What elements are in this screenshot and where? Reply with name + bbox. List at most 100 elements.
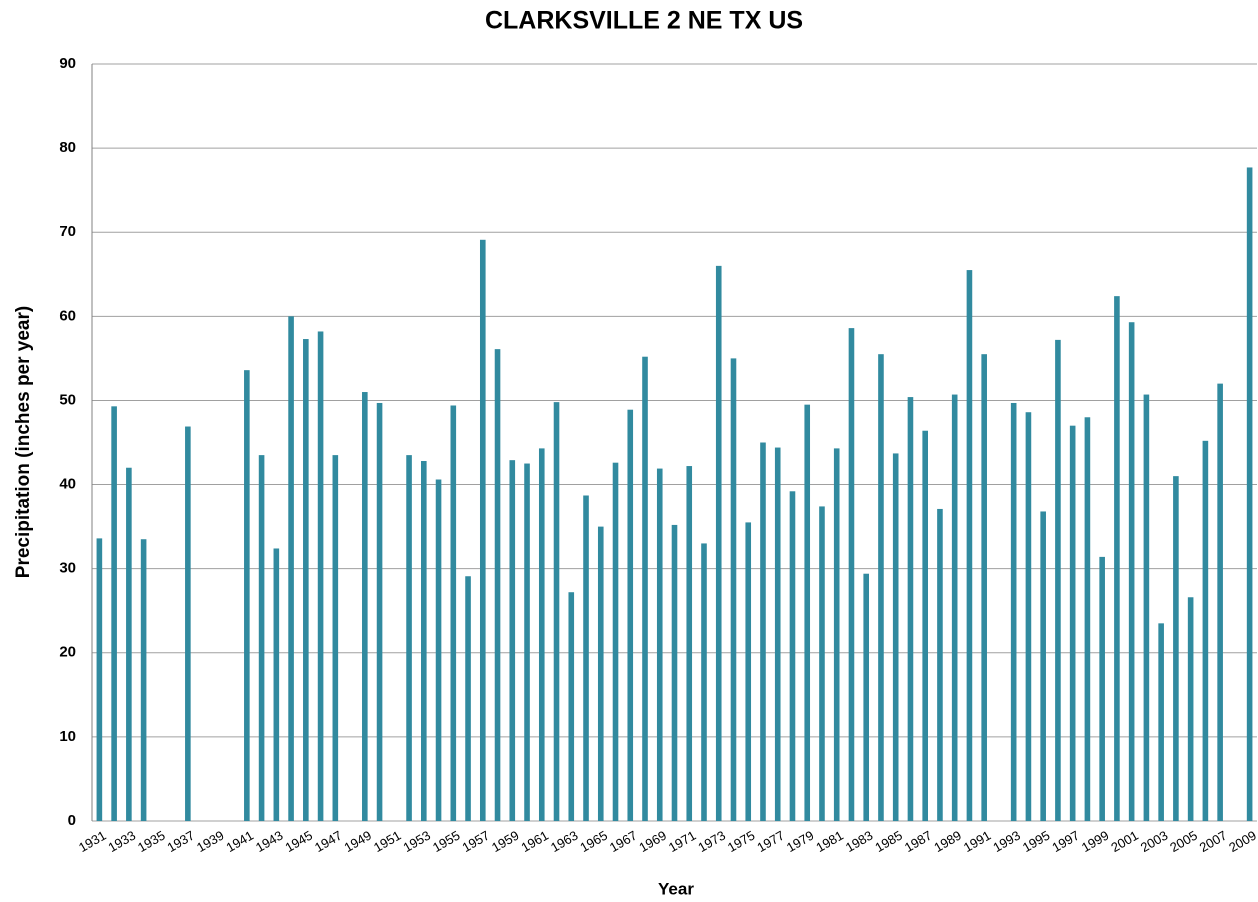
bar: [1246, 167, 1253, 821]
bar: [1025, 412, 1032, 821]
bar: [863, 573, 870, 821]
bar: [937, 508, 943, 821]
bar: [907, 397, 914, 821]
x-tick-label: 1931: [76, 828, 109, 855]
bar: [126, 467, 132, 821]
bar: [317, 331, 324, 821]
bar: [244, 370, 250, 821]
x-tick-label: 1997: [1049, 828, 1082, 855]
x-tick-label: 1993: [990, 828, 1023, 855]
bar: [583, 495, 589, 821]
bar: [774, 447, 781, 821]
bar: [450, 405, 457, 821]
bar: [96, 538, 103, 821]
bar: [627, 409, 634, 821]
bar: [568, 592, 575, 821]
x-tick-label: 1941: [224, 828, 257, 855]
x-tick-label: 1999: [1079, 828, 1112, 855]
bar: [111, 406, 117, 821]
bar: [479, 239, 486, 821]
bar: [1128, 322, 1135, 821]
x-tick-label: 1935: [135, 828, 168, 855]
x-tick-label: 1985: [872, 828, 905, 855]
x-tick-label: 1957: [459, 828, 492, 855]
bar: [789, 491, 796, 821]
bar: [1099, 556, 1105, 821]
x-tick-label: 1953: [400, 828, 433, 855]
bar: [288, 316, 294, 821]
x-tick-label: 1939: [194, 828, 227, 855]
bar: [981, 354, 987, 821]
x-tick-label: 1945: [283, 828, 316, 855]
bar: [1187, 597, 1194, 821]
bar: [435, 479, 442, 821]
bar: [671, 524, 678, 821]
bar: [1084, 417, 1091, 821]
bar: [465, 576, 471, 821]
x-tick-label: 1981: [813, 828, 846, 855]
bar: [1173, 476, 1179, 821]
bar: [745, 522, 752, 821]
bar: [730, 358, 737, 821]
bar: [848, 328, 855, 821]
bar: [273, 548, 280, 821]
x-tick-label: 1961: [518, 828, 551, 855]
bar: [1055, 339, 1061, 821]
bar: [1217, 383, 1223, 821]
y-tick-label: 90: [59, 55, 76, 72]
bar: [185, 426, 191, 821]
x-tick-label: 1973: [695, 828, 728, 855]
bar: [1040, 511, 1046, 821]
bar: [966, 270, 973, 821]
bar: [686, 466, 693, 821]
bar: [1010, 402, 1017, 821]
x-tick-label: 1951: [371, 828, 404, 855]
x-tick-label: 2001: [1108, 828, 1141, 855]
y-tick-label: 50: [59, 391, 76, 408]
x-tick-label: 1977: [754, 828, 787, 855]
x-tick-label: 2003: [1138, 828, 1171, 855]
x-tick-label: 1933: [106, 828, 139, 855]
bar: [376, 402, 383, 821]
bar: [878, 354, 884, 821]
x-tick-label: 2009: [1226, 828, 1258, 855]
bar: [494, 349, 501, 821]
x-tick-label: 1967: [607, 828, 640, 855]
x-tick-label: 2007: [1197, 828, 1230, 855]
bar: [509, 460, 516, 821]
y-tick-label: 0: [68, 812, 76, 829]
bar: [612, 462, 619, 821]
bar: [362, 392, 368, 821]
bar: [642, 356, 648, 821]
y-tick-label: 20: [59, 644, 76, 661]
bar: [1143, 394, 1150, 821]
bar: [760, 442, 766, 821]
y-axis-label: Precipitation (inches per year): [13, 306, 34, 578]
chart-title: CLARKSVILLE 2 NE TX US: [485, 7, 803, 35]
bar: [715, 265, 722, 821]
x-tick-label: 1943: [253, 828, 286, 855]
bar: [1158, 623, 1164, 821]
x-tick-label: 1947: [312, 828, 345, 855]
bar: [1114, 296, 1120, 821]
bar: [701, 543, 707, 821]
bar: [833, 448, 840, 821]
x-tick-label: 1965: [577, 828, 610, 855]
x-tick-label: 1959: [489, 828, 522, 855]
bar: [951, 394, 958, 821]
bar: [332, 455, 339, 821]
bar: [804, 404, 811, 821]
x-tick-label: 1983: [843, 828, 876, 855]
bar: [258, 455, 265, 821]
x-tick-label: 1955: [430, 828, 463, 855]
bar: [892, 453, 899, 821]
y-tick-label: 10: [59, 728, 76, 745]
x-axis-label: Year: [658, 879, 694, 898]
y-tick-label: 40: [59, 476, 76, 493]
x-tick-label: 1991: [961, 828, 994, 855]
x-tick-label: 1969: [636, 828, 669, 855]
bar: [656, 468, 663, 821]
bar: [819, 506, 825, 821]
x-tick-label: 2005: [1167, 828, 1200, 855]
x-tick-label: 1949: [341, 828, 374, 855]
